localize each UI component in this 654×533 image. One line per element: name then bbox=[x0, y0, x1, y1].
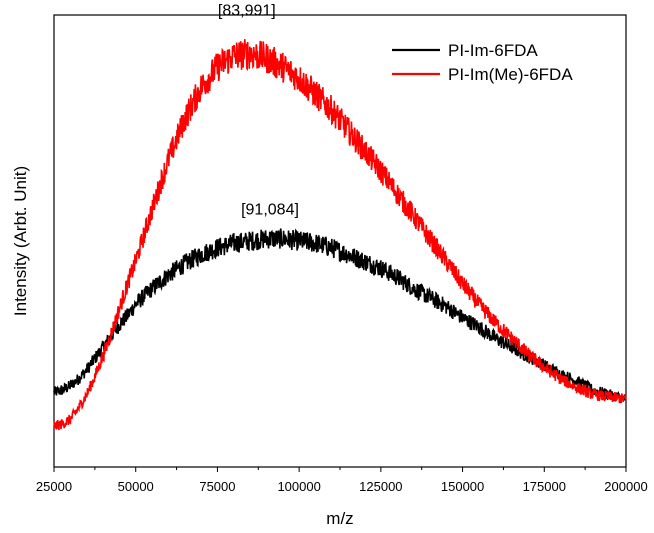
tick-layer: 25000 50000 75000 100000 125000 150000 175000 2… bbox=[36, 467, 648, 494]
peak-annotation-1: [91,084] bbox=[241, 201, 299, 218]
x-tick-label: 175000 bbox=[523, 479, 566, 494]
x-tick-label: 200000 bbox=[604, 479, 647, 494]
series-1 bbox=[53, 39, 627, 431]
x-tick-label: 150000 bbox=[441, 479, 484, 494]
legend-label-series-1: PI-Im(Me)-6FDA bbox=[448, 65, 573, 84]
series-layer bbox=[53, 39, 627, 431]
x-tick-label: 75000 bbox=[199, 479, 235, 494]
plot-area: 25000 50000 75000 100000 125000 150000 175000 2… bbox=[36, 3, 648, 494]
x-tick-label: 25000 bbox=[36, 479, 72, 494]
series-line-1 bbox=[53, 39, 627, 431]
x-tick-label: 100000 bbox=[277, 479, 320, 494]
legend-label-series-0: PI-Im-6FDA bbox=[448, 41, 538, 60]
x-tick-label: 50000 bbox=[118, 479, 154, 494]
x-axis-title: m/z bbox=[326, 509, 353, 528]
x-tick-label: 125000 bbox=[359, 479, 402, 494]
peak-annotation-0: [83,991] bbox=[218, 3, 276, 20]
y-axis-title: Intensity (Arbt. Unit) bbox=[11, 166, 30, 316]
legend: PI-Im-6FDA PI-Im(Me)-6FDA bbox=[392, 41, 573, 84]
annotation-layer: [83,991] [91,084] bbox=[218, 3, 299, 219]
